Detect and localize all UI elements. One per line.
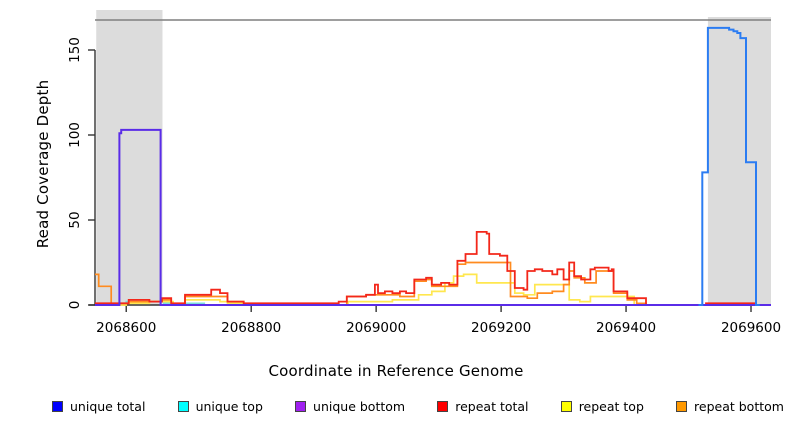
- y-axis-title: Read Coverage Depth: [34, 79, 52, 249]
- legend-label: unique bottom: [313, 399, 406, 414]
- x-tick-label: 2068800: [221, 320, 281, 336]
- legend: unique total unique top unique bottom repea…: [52, 399, 784, 414]
- legend-item-unique-bottom: unique bottom: [295, 399, 405, 414]
- legend-item-repeat-bottom: repeat bottom: [676, 399, 784, 414]
- series-repeat-total: [95, 231, 771, 306]
- legend-label: repeat top: [578, 399, 644, 414]
- legend-swatch-icon: [437, 401, 449, 412]
- legend-swatch-icon: [295, 401, 307, 412]
- x-tick-label: 2069200: [471, 320, 531, 336]
- legend-label: repeat total: [455, 399, 529, 414]
- x-tick-label: 2068600: [96, 320, 156, 336]
- legend-swatch-icon: [52, 401, 63, 412]
- legend-item-repeat-total: repeat total: [437, 399, 529, 414]
- legend-swatch-icon: [560, 401, 572, 412]
- series-unique-total: [698, 26, 760, 306]
- legend-label: unique total: [70, 399, 146, 414]
- coverage-plot: 2068600 2068800 2069000 2069200 2069400 20696…: [67, 10, 781, 336]
- y-tick-label: 100: [67, 122, 83, 148]
- legend-item-unique-total: unique total: [52, 399, 145, 414]
- legend-swatch-icon: [676, 401, 688, 412]
- y-tick-label: 50: [67, 211, 83, 228]
- right-gray-block: [707, 17, 771, 305]
- legend-label: repeat bottom: [694, 399, 784, 414]
- x-tick-label: 2069000: [346, 320, 406, 336]
- x-tick-label: 2069600: [721, 320, 781, 336]
- y-tick-label: 0: [67, 301, 83, 310]
- series-unique-bottom: [95, 128, 771, 306]
- x-axis-title: Coordinate in Reference Genome: [268, 362, 524, 380]
- x-tick-label: 2069400: [596, 320, 656, 336]
- legend-label: unique top: [195, 399, 263, 414]
- legend-item-unique-top: unique top: [177, 399, 263, 414]
- y-tick-label: 150: [67, 37, 83, 63]
- left-gray-block: [96, 10, 163, 305]
- legend-swatch-icon: [177, 401, 189, 412]
- series-repeat-top: [95, 273, 771, 306]
- legend-item-repeat-top: repeat top: [560, 399, 644, 414]
